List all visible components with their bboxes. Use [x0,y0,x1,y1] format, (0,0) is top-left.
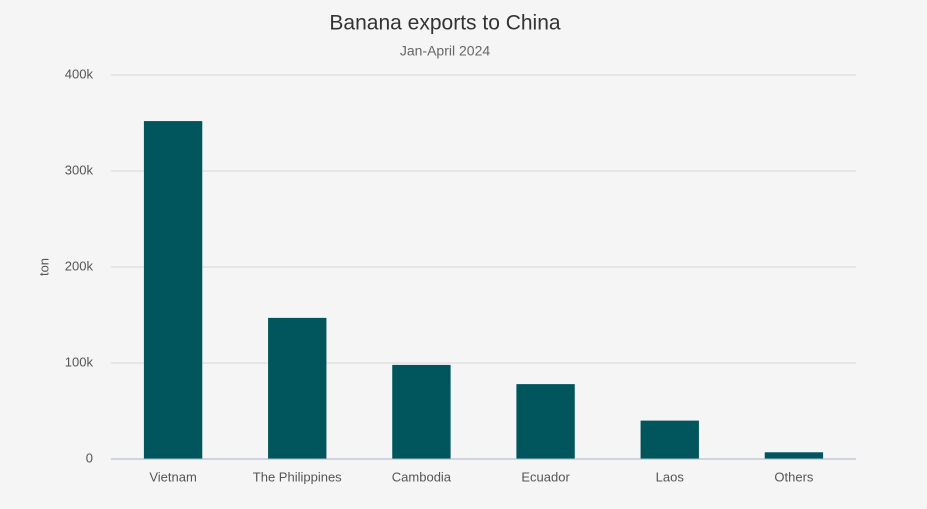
bar [392,364,451,459]
y-tick-label: 300k [65,162,94,177]
x-tick-label: Vietnam [149,469,196,484]
x-tick-label: Others [774,469,814,484]
bar [640,420,699,459]
y-axis-label: ton [36,258,51,276]
chart-subtitle: Jan-April 2024 [400,43,490,59]
bar [268,317,327,459]
bar [516,384,575,459]
y-tick-label: 400k [65,66,94,81]
chart-title: Banana exports to China [329,12,560,35]
y-tick-label: 0 [86,450,93,465]
x-tick-label: The Philippines [253,469,342,484]
bar [764,452,824,459]
x-tick-label: Ecuador [521,469,570,484]
y-tick-label: 200k [65,258,94,273]
x-tick-label: Cambodia [392,469,452,484]
y-tick-label: 100k [65,354,94,369]
bar [143,121,203,459]
x-tick-label: Laos [656,469,685,484]
